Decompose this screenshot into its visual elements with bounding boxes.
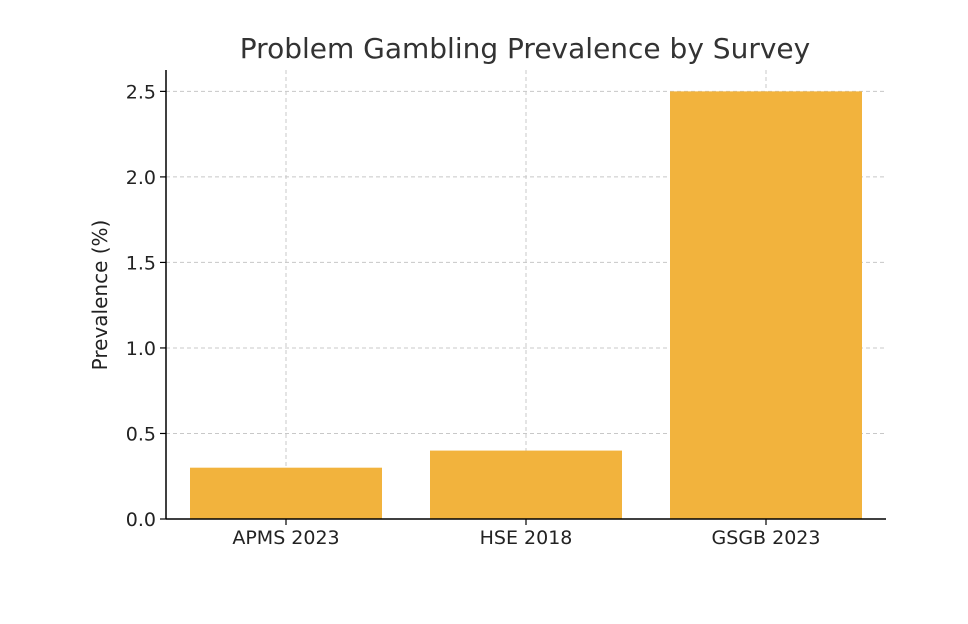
bar	[430, 450, 622, 519]
x-tick-label: GSGB 2023	[712, 527, 821, 549]
x-ticks: APMS 2023 HSE 2018 GSGB 2023	[232, 519, 820, 549]
x-tick-label: HSE 2018	[480, 527, 573, 549]
bar	[670, 91, 862, 519]
y-tick-label: 0.0	[126, 509, 156, 531]
y-tick-label: 0.5	[126, 423, 156, 445]
y-ticks: 0.0 0.5 1.0 1.5 2.0 2.5	[126, 81, 166, 531]
chart-title: Problem Gambling Prevalence by Survey	[240, 32, 810, 65]
y-tick-label: 2.0	[126, 167, 156, 189]
y-tick-label: 1.0	[126, 338, 156, 360]
bars	[190, 91, 862, 519]
y-axis-label: Prevalence (%)	[88, 220, 112, 371]
y-tick-label: 2.5	[126, 81, 156, 103]
x-tick-label: APMS 2023	[232, 527, 339, 549]
bar	[190, 467, 382, 519]
y-tick-label: 1.5	[126, 252, 156, 274]
